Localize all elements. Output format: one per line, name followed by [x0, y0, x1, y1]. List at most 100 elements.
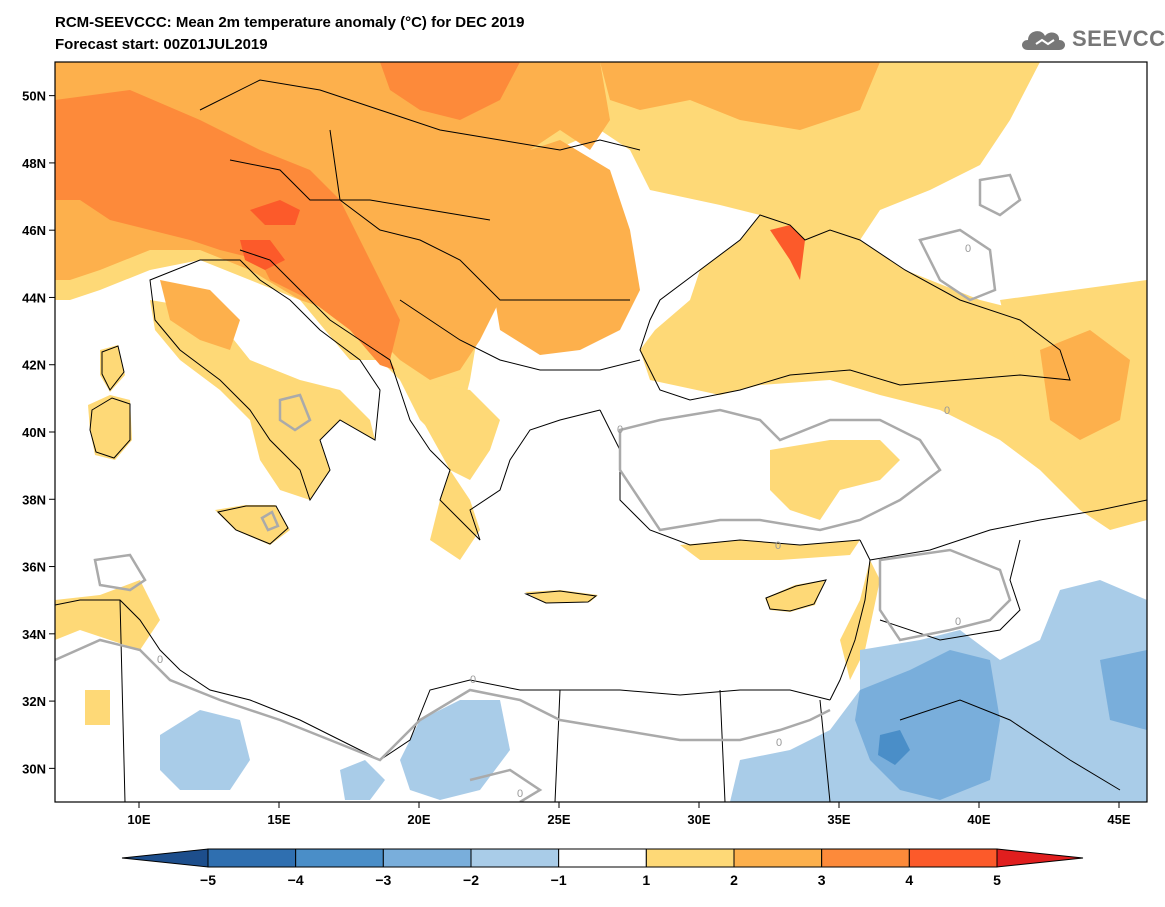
anomaly-region-1to2-turkey-coast: [680, 540, 860, 560]
anomaly-region-2to3-italy: [160, 280, 240, 350]
latitude-axis: 50N 48N 46N 44N 42N 40N 38N 36N 34N 32N 30N: [22, 89, 55, 776]
lon-tick-label: 35E: [827, 812, 850, 827]
anomaly-region-1to2-libya: [85, 690, 110, 725]
lat-tick-label: 50N: [22, 89, 46, 104]
colorbar-label: −5: [200, 872, 216, 888]
lat-tick-label: 48N: [22, 156, 46, 171]
forecast-start-label: Forecast start: 00Z01JUL2019: [55, 36, 268, 53]
coastline-sardinia: [89, 397, 131, 459]
zero-label: 0: [955, 616, 961, 628]
colorbar-label: −2: [463, 872, 479, 888]
anomaly-region-1to2-tunisia: [55, 580, 160, 650]
colorbar-segment: [645, 848, 735, 868]
zero-contour-syria: [878, 548, 1012, 642]
zero-contour-sicily: [260, 510, 280, 532]
coastline-greece: [429, 409, 601, 541]
colorbar-low-extension: [121, 848, 209, 868]
colorbar-label: −1: [551, 872, 567, 888]
coastline-adriatic-east: [239, 249, 431, 451]
colorbar-label: −4: [288, 872, 304, 888]
lat-tick-label: 46N: [22, 223, 46, 238]
border-line-3: [229, 159, 491, 221]
zero-contour-ukraine: [918, 228, 997, 302]
border-line-6: [879, 539, 1021, 641]
lat-tick-label: 36N: [22, 560, 46, 575]
colorbar-high-extension: [996, 848, 1084, 868]
zero-contour-libya: [469, 768, 543, 802]
zero-label: 0: [617, 424, 623, 436]
colorbar-segment: [207, 848, 297, 868]
anomaly-region-cold-1-libya-3: [340, 760, 385, 800]
colorbar-label: 5: [993, 872, 1001, 888]
colorbar-label: 4: [905, 872, 913, 888]
anomaly-region-1to2-anatolia: [770, 440, 900, 520]
colorbar-label: 3: [818, 872, 826, 888]
lat-tick-label: 32N: [22, 694, 46, 709]
lon-tick-label: 30E: [687, 812, 710, 827]
zero-label: 0: [775, 540, 781, 552]
coastline-sicily: [216, 505, 289, 545]
longitude-axis: 10E 15E 20E 25E 30E 35E 40E 45E: [127, 802, 1131, 827]
anomaly-fields: [55, 62, 1147, 802]
lat-tick-label: 44N: [22, 290, 46, 305]
anomaly-region-3to4-adriatic: [250, 240, 395, 370]
anomaly-region-cold-2-iraq: [1100, 650, 1147, 730]
cloud-icon: [1022, 31, 1065, 50]
colorbar-segment: [821, 848, 910, 868]
zero-contour-africa: [55, 638, 831, 762]
anomaly-region-1to2-corsica: [100, 345, 125, 392]
colorbar-segment: [733, 848, 823, 868]
border-line-2: [329, 129, 630, 301]
zero-contour-caucasus: [978, 173, 1022, 217]
lat-tick-label: 38N: [22, 492, 46, 507]
colorbar-segment: [558, 848, 647, 868]
anomaly-region-1to2-crete: [525, 590, 598, 603]
border-line-5: [869, 499, 1147, 561]
zero-label: 0: [776, 737, 782, 749]
anomaly-region-cold-1-libya-2: [400, 700, 510, 800]
zero-contours: [55, 173, 1022, 802]
colorbar-segment: [470, 848, 560, 868]
anomaly-region-cold-3-core: [878, 730, 910, 765]
zero-label: 0: [157, 654, 163, 666]
lat-tick-label: 42N: [22, 358, 46, 373]
anomaly-region-1to2-sicily: [215, 505, 290, 545]
colorbar-segment: [295, 848, 384, 868]
colorbar-label: −3: [375, 872, 391, 888]
zero-label: 0: [470, 674, 476, 686]
colorbar-label: 2: [730, 872, 738, 888]
anomaly-region-2to3-north-east: [600, 62, 880, 130]
border-line-1: [199, 79, 641, 151]
zero-contour-tunisia: [93, 553, 147, 592]
colorbar-segment: [382, 848, 472, 868]
anomaly-region-2to3-carpathian: [490, 140, 640, 355]
map-title: RCM-SEEVCCC: Mean 2m temperature anomaly…: [55, 14, 525, 31]
anomaly-region-1to2-italy: [150, 300, 375, 500]
zero-label: 0: [965, 243, 971, 255]
lon-tick-label: 25E: [547, 812, 570, 827]
zero-label: 0: [944, 405, 950, 417]
anomaly-region-4to5-slovenia: [250, 200, 300, 225]
anomaly-region-1to2-cyprus: [765, 580, 825, 612]
anomaly-region-4to5-croatia: [240, 240, 285, 270]
coastline-black-sea: [639, 214, 1071, 401]
lat-tick-label: 30N: [22, 761, 46, 776]
lat-tick-label: 34N: [22, 627, 46, 642]
coastline-levant: [829, 539, 871, 701]
border-line-7: [899, 699, 1121, 791]
anomaly-region-1to2-sardinia: [88, 395, 132, 460]
lat-tick-label: 40N: [22, 425, 46, 440]
colorbar: −5 −4 −3 −2 −1 1 2 3 4 5: [121, 848, 1084, 888]
logo-text: SEEVCCC: [1072, 26, 1165, 51]
colorbar-label: 1: [642, 872, 650, 888]
coastline-corsica: [101, 345, 125, 391]
anomaly-region-cold-1-libya: [160, 710, 250, 790]
lon-tick-label: 45E: [1107, 812, 1130, 827]
lon-tick-label: 20E: [407, 812, 430, 827]
seevccc-logo: SEEVCCC: [1018, 22, 1165, 56]
zero-contour-italy: [278, 393, 312, 432]
border-line-8: [119, 599, 831, 802]
lon-tick-label: 40E: [967, 812, 990, 827]
coastline-italy: [149, 259, 381, 502]
